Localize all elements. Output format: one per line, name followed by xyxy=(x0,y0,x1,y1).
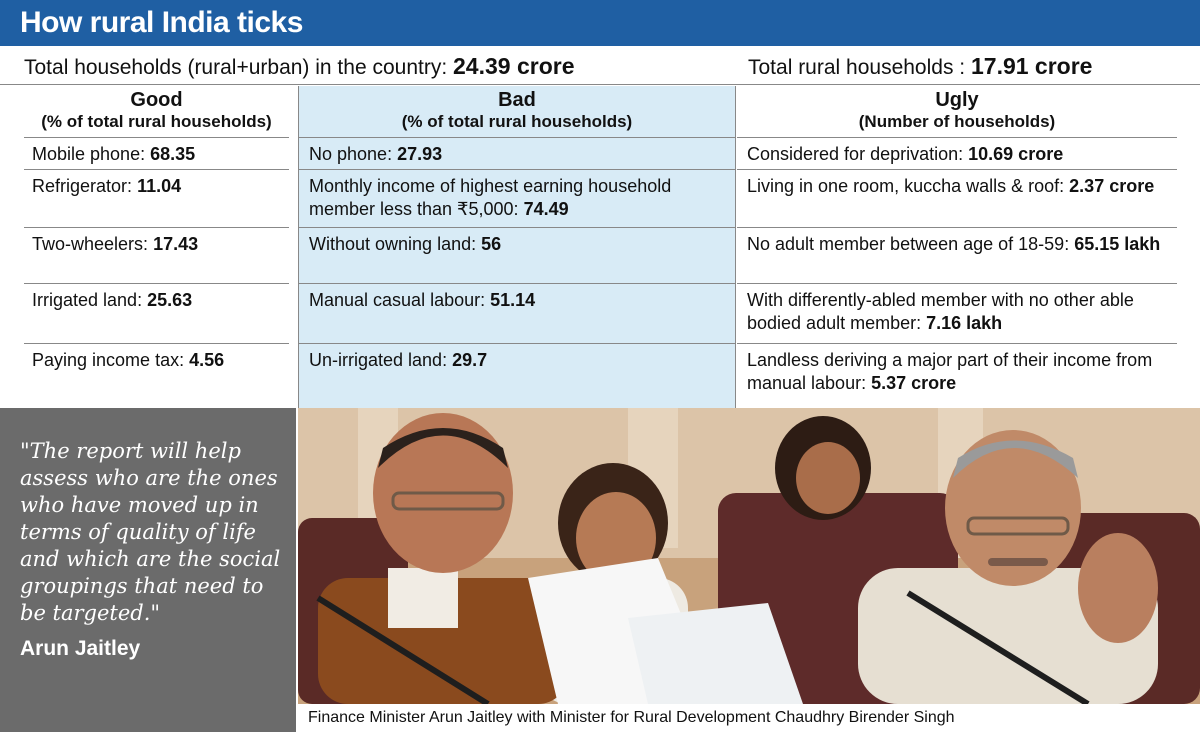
cell-label: Two-wheelers: xyxy=(32,234,149,254)
cell-value: 11.04 xyxy=(137,176,182,196)
bad-cell: Un-irrigated land: 29.7 xyxy=(299,344,735,408)
rural-households: Total rural households : 17.91 crore xyxy=(748,48,1092,86)
ugly-title: Ugly xyxy=(935,89,979,111)
good-subtitle: (% of total rural households) xyxy=(41,112,272,131)
good-cell: Paying income tax: 4.56 xyxy=(24,344,289,408)
cell-label: No phone: xyxy=(309,144,393,164)
ugly-column: Ugly (Number of households) Considered f… xyxy=(737,86,1177,408)
ugly-cell: Landless deriving a major part of their … xyxy=(737,344,1177,408)
cell-value: 25.63 xyxy=(147,290,193,310)
rural-households-value: 17.91 crore xyxy=(970,53,1093,79)
quote-panel: "The report will help assess who are the… xyxy=(0,408,296,732)
ugly-cell: With differently-abled member with no ot… xyxy=(737,284,1177,344)
bad-cell: Manual casual labour: 51.14 xyxy=(299,284,735,344)
ugly-cell: Living in one room, kuccha walls & roof:… xyxy=(737,170,1177,228)
good-cell: Irrigated land: 25.63 xyxy=(24,284,289,344)
good-cell: Two-wheelers: 17.43 xyxy=(24,228,289,284)
cell-label: Un-irrigated land: xyxy=(309,350,448,370)
cell-value: 17.43 xyxy=(153,234,199,254)
bad-cell: No phone: 27.93 xyxy=(299,138,735,170)
cell-value: 68.35 xyxy=(150,144,196,164)
cell-label: Without owning land: xyxy=(309,234,477,254)
cell-value: 7.16 lakh xyxy=(926,313,1003,333)
rural-households-label: Total rural households : xyxy=(748,56,966,79)
good-cell: Mobile phone: 68.35 xyxy=(24,138,289,170)
cell-label: Monthly income of highest earning househ… xyxy=(309,176,672,219)
bad-column: Bad (% of total rural households) No pho… xyxy=(298,86,736,408)
cell-value: 56 xyxy=(481,234,502,254)
cell-value: 2.37 crore xyxy=(1069,176,1155,196)
photo-caption: Finance Minister Arun Jaitley with Minis… xyxy=(298,704,1200,732)
cell-value: 27.93 xyxy=(397,144,443,164)
bad-title: Bad xyxy=(498,89,536,111)
ugly-cell: Considered for deprivation: 10.69 crore xyxy=(737,138,1177,170)
stats-table: Good (% of total rural households) Mobil… xyxy=(0,86,1200,408)
good-column: Good (% of total rural households) Mobil… xyxy=(24,86,289,408)
photo-illustration xyxy=(298,408,1200,704)
ugly-header: Ugly (Number of households) xyxy=(737,86,1177,138)
cell-value: 4.56 xyxy=(189,350,225,370)
bad-subtitle: (% of total rural households) xyxy=(401,112,633,131)
photo xyxy=(298,408,1200,704)
bad-header: Bad (% of total rural households) xyxy=(299,86,735,138)
total-households-label: Total households (rural+urban) in the co… xyxy=(24,56,448,79)
summary-row: Total households (rural+urban) in the co… xyxy=(0,48,1200,85)
total-households-value: 24.39 crore xyxy=(453,53,575,79)
cell-label: No adult member between age of 18-59: xyxy=(747,234,1070,254)
cell-label: Mobile phone: xyxy=(32,144,146,164)
cell-label: Refrigerator: xyxy=(32,176,133,196)
bottom-section: "The report will help assess who are the… xyxy=(0,408,1200,732)
ugly-cell: No adult member between age of 18-59: 65… xyxy=(737,228,1177,284)
page-title: How rural India ticks xyxy=(0,0,1200,46)
cell-label: Considered for deprivation: xyxy=(747,144,964,164)
good-header: Good (% of total rural households) xyxy=(24,86,289,138)
cell-value: 65.15 lakh xyxy=(1074,234,1161,254)
ugly-subtitle: (Number of households) xyxy=(858,112,1056,131)
cell-value: 51.14 xyxy=(490,290,536,310)
cell-label: Living in one room, kuccha walls & roof: xyxy=(747,176,1065,196)
cell-value: 74.49 xyxy=(523,199,569,219)
quote-author: Arun Jaitley xyxy=(20,637,141,660)
cell-value: 29.7 xyxy=(452,350,488,370)
cell-value: 10.69 crore xyxy=(968,144,1064,164)
cell-label: Paying income tax: xyxy=(32,350,185,370)
bad-cell: Without owning land: 56 xyxy=(299,228,735,284)
cell-label: Irrigated land: xyxy=(32,290,143,310)
good-cell: Refrigerator: 11.04 xyxy=(24,170,289,228)
quote-text: "The report will help assess who are the… xyxy=(20,439,281,625)
good-title: Good xyxy=(130,89,183,111)
bad-cell: Monthly income of highest earning househ… xyxy=(299,170,735,228)
total-households: Total households (rural+urban) in the co… xyxy=(24,48,575,86)
cell-label: With differently-abled member with no ot… xyxy=(747,290,1134,333)
cell-label: Landless deriving a major part of their … xyxy=(747,350,1153,393)
cell-label: Manual casual labour: xyxy=(309,290,486,310)
cell-value: 5.37 crore xyxy=(871,373,957,393)
